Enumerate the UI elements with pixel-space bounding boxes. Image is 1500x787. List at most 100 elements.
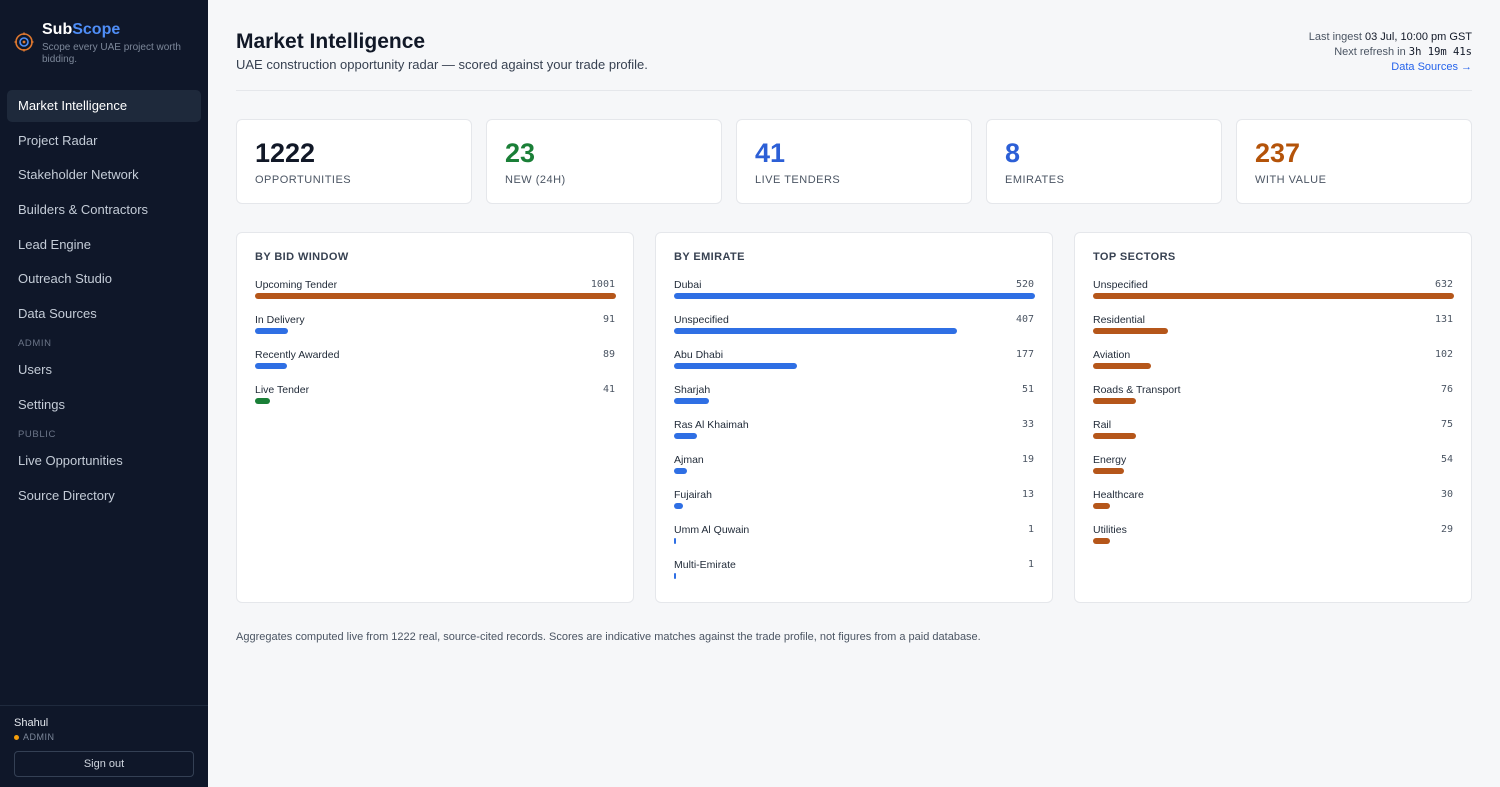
stat-label: WITH VALUE bbox=[1255, 174, 1327, 186]
bar-row-energy[interactable]: Energy 54 bbox=[1093, 454, 1453, 489]
bar-label: Recently Awarded bbox=[255, 349, 340, 361]
bar-row-fujairah[interactable]: Fujairah 13 bbox=[674, 489, 1034, 524]
bar-row-upcoming-tender[interactable]: Upcoming Tender 1001 bbox=[255, 279, 616, 314]
bar-fill bbox=[255, 363, 288, 369]
bar-fill bbox=[1093, 433, 1136, 439]
bar-label: Roads & Transport bbox=[1093, 384, 1181, 396]
sidebar-item-source-directory[interactable]: Source Directory bbox=[18, 487, 115, 503]
bar-fill bbox=[674, 328, 957, 334]
bar-row-residential[interactable]: Residential 131 bbox=[1093, 314, 1453, 349]
bar-count: 520 bbox=[1015, 279, 1034, 290]
bar-label: Live Tender bbox=[255, 384, 310, 396]
sidebar-item-settings[interactable]: Settings bbox=[18, 396, 65, 412]
bar-fill bbox=[674, 398, 710, 404]
stat-label: LIVE TENDERS bbox=[755, 174, 841, 186]
bar-row-unspecified[interactable]: Unspecified 407 bbox=[674, 314, 1034, 349]
bar-label: Umm Al Quwain bbox=[674, 524, 750, 536]
header-divider bbox=[236, 90, 1472, 91]
bar-label: Aviation bbox=[1093, 349, 1131, 361]
data-sources-link[interactable]: Data Sources → bbox=[1391, 61, 1472, 73]
sign-out-button[interactable]: Sign out bbox=[14, 751, 194, 777]
bar-count: 33 bbox=[1021, 419, 1034, 430]
stat-card-opportunities: 1222 OPPORTUNITIES bbox=[236, 119, 472, 204]
sidebar-item-live-opportunities[interactable]: Live Opportunities bbox=[18, 452, 123, 468]
nav-section-heading: PUBLIC bbox=[18, 428, 56, 440]
bar-row-utilities[interactable]: Utilities 29 bbox=[1093, 524, 1453, 559]
bar-count: 19 bbox=[1021, 454, 1034, 465]
bar-row-unspecified[interactable]: Unspecified 632 bbox=[1093, 279, 1454, 314]
bar-label: Abu Dhabi bbox=[674, 349, 724, 361]
bar-row-umm-al-quwain[interactable]: Umm Al Quwain 1 bbox=[674, 524, 1034, 559]
bar-row-multi-emirate[interactable]: Multi-Emirate 1 bbox=[674, 559, 1034, 594]
sidebar-item-lead-engine[interactable]: Lead Engine bbox=[18, 236, 92, 252]
sidebar-item-outreach-studio[interactable]: Outreach Studio bbox=[18, 271, 112, 287]
bar-fill bbox=[1093, 468, 1124, 474]
bar-fill bbox=[674, 538, 676, 544]
stat-cards: 1222 OPPORTUNITIES 23 NEW (24H) 41 LIVE TENDE… bbox=[236, 119, 1472, 204]
stat-label: NEW (24H) bbox=[505, 174, 566, 186]
bar-row-healthcare[interactable]: Healthcare 30 bbox=[1093, 489, 1453, 524]
sidebar-item-market-intelligence[interactable]: Market Intelligence bbox=[7, 90, 201, 122]
bar-count: 89 bbox=[602, 349, 615, 360]
bar-row-recently-awarded[interactable]: Recently Awarded 89 bbox=[255, 349, 615, 384]
brand-name: SubScope bbox=[42, 21, 121, 38]
stat-label: EMIRATES bbox=[1005, 174, 1065, 186]
bar-count: 407 bbox=[1015, 314, 1034, 325]
bar-fill bbox=[255, 398, 270, 404]
user-name: Shahul bbox=[14, 717, 49, 729]
brand[interactable]: SubScope Scope every UAE project worth b… bbox=[14, 20, 204, 66]
bar-fill bbox=[674, 468, 688, 474]
bar-count: 1 bbox=[1027, 524, 1034, 535]
bar-row-roads-and-transport[interactable]: Roads & Transport 76 bbox=[1093, 384, 1453, 419]
bar-count: 13 bbox=[1021, 489, 1034, 500]
sidebar-item-builders-and-contractors[interactable]: Builders & Contractors bbox=[18, 202, 149, 218]
bar-row-rail[interactable]: Rail 75 bbox=[1093, 419, 1453, 454]
bar-row-ras-al-khaimah[interactable]: Ras Al Khaimah 33 bbox=[674, 419, 1034, 454]
bar-count: 632 bbox=[1434, 279, 1453, 290]
bar-count: 102 bbox=[1434, 349, 1453, 360]
bar-label: In Delivery bbox=[255, 314, 305, 326]
next-refresh-label: Next refresh in bbox=[1334, 46, 1406, 58]
bar-label: Multi-Emirate bbox=[674, 559, 736, 571]
bar-row-aviation[interactable]: Aviation 102 bbox=[1093, 349, 1453, 384]
last-ingest-label: Last ingest bbox=[1308, 31, 1362, 43]
bar-fill bbox=[674, 293, 1035, 299]
bar-count: 76 bbox=[1440, 384, 1453, 395]
sidebar-item-data-sources[interactable]: Data Sources bbox=[18, 306, 97, 322]
target-logo-icon bbox=[14, 32, 34, 52]
bar-fill bbox=[674, 573, 676, 579]
bar-count: 75 bbox=[1440, 419, 1453, 430]
bar-label: Unspecified bbox=[674, 314, 729, 326]
user-panel: Shahul ADMIN Sign out bbox=[0, 705, 208, 787]
bar-label: Fujairah bbox=[674, 489, 712, 501]
user-role: ADMIN bbox=[14, 732, 55, 742]
page-title: Market Intelligence bbox=[236, 30, 426, 53]
next-refresh-countdown: 3h 19m 41s bbox=[1408, 46, 1472, 58]
sidebar-item-project-radar[interactable]: Project Radar bbox=[18, 132, 98, 148]
bar-count: 41 bbox=[602, 384, 615, 395]
bar-fill bbox=[1093, 398, 1137, 404]
sidebar-item-users[interactable]: Users bbox=[18, 362, 52, 378]
bar-label: Healthcare bbox=[1093, 489, 1144, 501]
bar-count: 29 bbox=[1440, 524, 1453, 535]
stat-card-emirates: 8 EMIRATES bbox=[986, 119, 1222, 204]
bar-row-sharjah[interactable]: Sharjah 51 bbox=[674, 384, 1034, 419]
bar-row-abu-dhabi[interactable]: Abu Dhabi 177 bbox=[674, 349, 1034, 384]
bar-row-ajman[interactable]: Ajman 19 bbox=[674, 454, 1034, 489]
bar-count: 1001 bbox=[590, 279, 615, 290]
sidebar-item-stakeholder-network[interactable]: Stakeholder Network bbox=[18, 167, 139, 183]
bar-row-in-delivery[interactable]: In Delivery 91 bbox=[255, 314, 615, 349]
bar-fill bbox=[255, 328, 288, 334]
bar-label: Residential bbox=[1093, 314, 1145, 326]
sidebar-nav: Market Intelligence Project Radar Stakehol… bbox=[7, 90, 201, 514]
bar-row-dubai[interactable]: Dubai 520 bbox=[674, 279, 1035, 314]
stat-label: OPPORTUNITIES bbox=[255, 174, 352, 186]
bar-fill bbox=[1093, 503, 1111, 509]
bar-fill bbox=[674, 363, 797, 369]
bar-label: Ajman bbox=[674, 454, 704, 466]
bar-row-live-tender[interactable]: Live Tender 41 bbox=[255, 384, 615, 419]
stat-value: 1222 bbox=[255, 138, 316, 168]
bar-label: Rail bbox=[1093, 419, 1112, 431]
bar-fill bbox=[1093, 293, 1454, 299]
panel-title: BY EMIRATE bbox=[674, 251, 745, 263]
